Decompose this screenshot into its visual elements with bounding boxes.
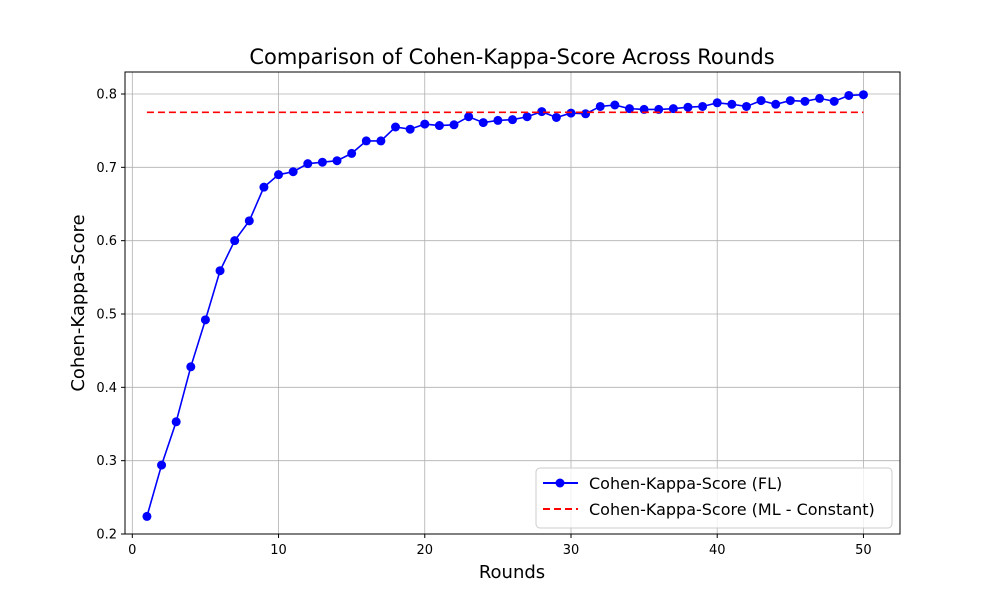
- data-point-fl: [478, 118, 488, 128]
- data-point-fl: [624, 104, 634, 114]
- y-tick-label: 0.5: [96, 308, 117, 323]
- x-tick-label: 20: [416, 543, 433, 558]
- data-point-fl: [186, 362, 196, 372]
- data-point-fl: [230, 236, 240, 246]
- plot-frame: [124, 71, 901, 535]
- data-point-fl: [200, 315, 210, 325]
- data-point-fl: [449, 120, 459, 130]
- x-tick-label: 0: [128, 543, 136, 558]
- grid-lines: [125, 72, 900, 535]
- y-axis-label: Cohen-Kappa-Score: [68, 214, 89, 391]
- y-tick-label: 0.6: [96, 234, 117, 249]
- data-point-fl: [420, 119, 430, 129]
- data-point-fl: [244, 216, 254, 226]
- data-point-fl: [756, 96, 766, 106]
- data-point-fl: [581, 109, 591, 119]
- data-point-fl: [274, 170, 284, 180]
- data-point-fl: [508, 115, 517, 125]
- series-line-fl: [146, 93, 864, 517]
- legend-box: [535, 467, 893, 529]
- data-point-fl: [215, 266, 225, 276]
- data-point-fl: [815, 93, 825, 103]
- data-point-fl: [712, 98, 722, 108]
- data-point-fl: [303, 159, 313, 169]
- x-tick-label: 50: [855, 543, 872, 558]
- data-point-fl: [376, 136, 386, 146]
- data-point-fl: [493, 115, 503, 125]
- data-point-fl: [771, 99, 781, 109]
- y-tick-label: 0.3: [96, 454, 117, 469]
- legend-marker-fl: [555, 478, 565, 488]
- data-point-fl: [785, 96, 795, 106]
- data-point-fl: [858, 90, 868, 100]
- data-point-fl: [391, 122, 401, 132]
- data-point-fl: [405, 124, 415, 134]
- data-point-fl: [288, 167, 298, 177]
- chart-title: Comparison of Cohen-Kappa-Score Across R…: [249, 45, 774, 69]
- data-point-fl: [332, 156, 342, 166]
- legend-label-fl: Cohen-Kappa-Score (FL): [589, 474, 782, 493]
- x-tick-label: 30: [563, 543, 580, 558]
- data-point-fl: [844, 90, 854, 100]
- data-point-fl: [317, 157, 327, 167]
- data-point-fl: [259, 182, 269, 192]
- y-tick-label: 0.4: [96, 381, 117, 396]
- data-point-fl: [551, 112, 561, 122]
- data-point-fl: [464, 112, 474, 122]
- legend: Cohen-Kappa-Score (FL) Cohen-Kappa-Score…: [535, 467, 893, 529]
- y-tick-label: 0.2: [96, 528, 117, 543]
- data-point-fl: [683, 102, 693, 112]
- data-point-fl: [537, 107, 547, 117]
- x-tick-label: 40: [709, 543, 726, 558]
- data-point-fl: [727, 99, 737, 109]
- legend-label-ml-constant: Cohen-Kappa-Score (ML - Constant): [589, 500, 875, 519]
- data-point-fl: [157, 460, 167, 470]
- y-tick-label: 0.7: [96, 161, 117, 176]
- data-point-fl: [522, 112, 532, 122]
- y-tick-label: 0.8: [96, 88, 117, 103]
- data-point-fl: [741, 101, 751, 111]
- data-point-fl: [171, 417, 181, 427]
- data-point-fl: [829, 96, 839, 106]
- x-axis-label: Rounds: [479, 562, 545, 583]
- data-point-fl: [668, 104, 678, 114]
- data-point-fl: [142, 511, 152, 521]
- data-point-fl: [434, 121, 444, 131]
- axis-ticks: 0 10 20 30 40 50 0.2 0.3 0.4 0.5 0.6 0.7 0.8: [96, 88, 871, 559]
- series-layer: [142, 90, 868, 521]
- data-point-fl: [361, 136, 371, 146]
- data-point-fl: [610, 100, 620, 110]
- data-point-fl: [347, 148, 357, 158]
- data-point-fl: [698, 101, 708, 111]
- data-point-fl: [595, 101, 605, 111]
- data-point-fl: [800, 96, 810, 106]
- x-tick-label: 10: [270, 543, 287, 558]
